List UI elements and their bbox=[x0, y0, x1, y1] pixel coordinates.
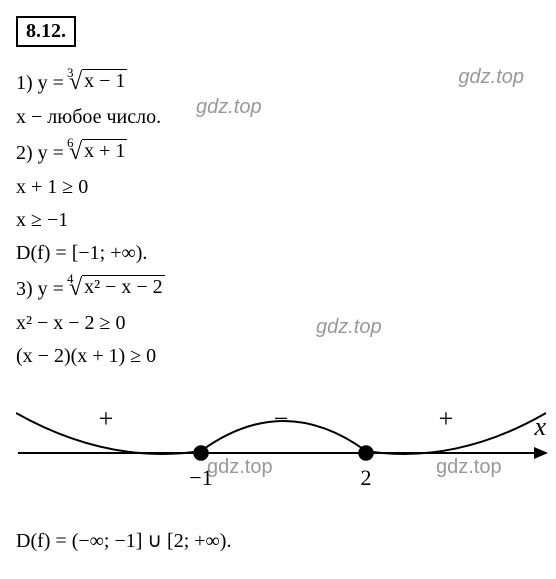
part3-condition-1: x² − x − 2 ≥ 0 bbox=[16, 312, 540, 335]
svg-text:2: 2 bbox=[361, 465, 372, 490]
part2-domain: D(f) = [−1; +∞). bbox=[16, 242, 540, 265]
part1-root: 3 √x − 1 bbox=[69, 69, 127, 96]
problem-number: 8.12. bbox=[16, 16, 76, 47]
part2-radicand: x + 1 bbox=[82, 139, 127, 163]
part1-root-index: 3 bbox=[67, 65, 74, 81]
part3-root: 4 √x² − x − 2 bbox=[69, 275, 165, 302]
part1-domain: x − любое число. bbox=[16, 106, 540, 129]
part3-prefix: 3) y = bbox=[16, 278, 69, 300]
part2-root-index: 6 bbox=[67, 135, 74, 151]
svg-text:−: − bbox=[274, 404, 289, 433]
part1-radicand: x − 1 bbox=[82, 69, 127, 93]
part2-prefix: 2) y = bbox=[16, 142, 69, 164]
svg-text:x: x bbox=[533, 412, 546, 441]
part3-equation: 3) y = 4 √x² − x − 2 bbox=[16, 275, 540, 302]
part2-condition-1: x + 1 ≥ 0 bbox=[16, 176, 540, 199]
number-line-svg: +−+−12xgdz.topgdz.top bbox=[16, 388, 556, 508]
svg-text:gdz.top: gdz.top bbox=[207, 456, 273, 478]
svg-text:gdz.top: gdz.top bbox=[436, 456, 502, 478]
part3-root-index: 4 bbox=[67, 271, 74, 287]
part1-equation: 1) y = 3 √x − 1 bbox=[16, 69, 540, 96]
part3-condition-2: (x − 2)(x + 1) ≥ 0 bbox=[16, 345, 540, 368]
part3-domain: D(f) = (−∞; −1] ∪ [2; +∞). bbox=[16, 528, 540, 553]
part1-prefix: 1) y = bbox=[16, 72, 69, 94]
part2-equation: 2) y = 6 √x + 1 bbox=[16, 139, 540, 166]
svg-text:+: + bbox=[99, 404, 114, 433]
part3-radicand: x² − x − 2 bbox=[82, 275, 165, 299]
number-line: +−+−12xgdz.topgdz.top bbox=[16, 388, 540, 508]
part2-condition-2: x ≥ −1 bbox=[16, 209, 540, 232]
part2-root: 6 √x + 1 bbox=[69, 139, 127, 166]
svg-text:+: + bbox=[439, 404, 454, 433]
